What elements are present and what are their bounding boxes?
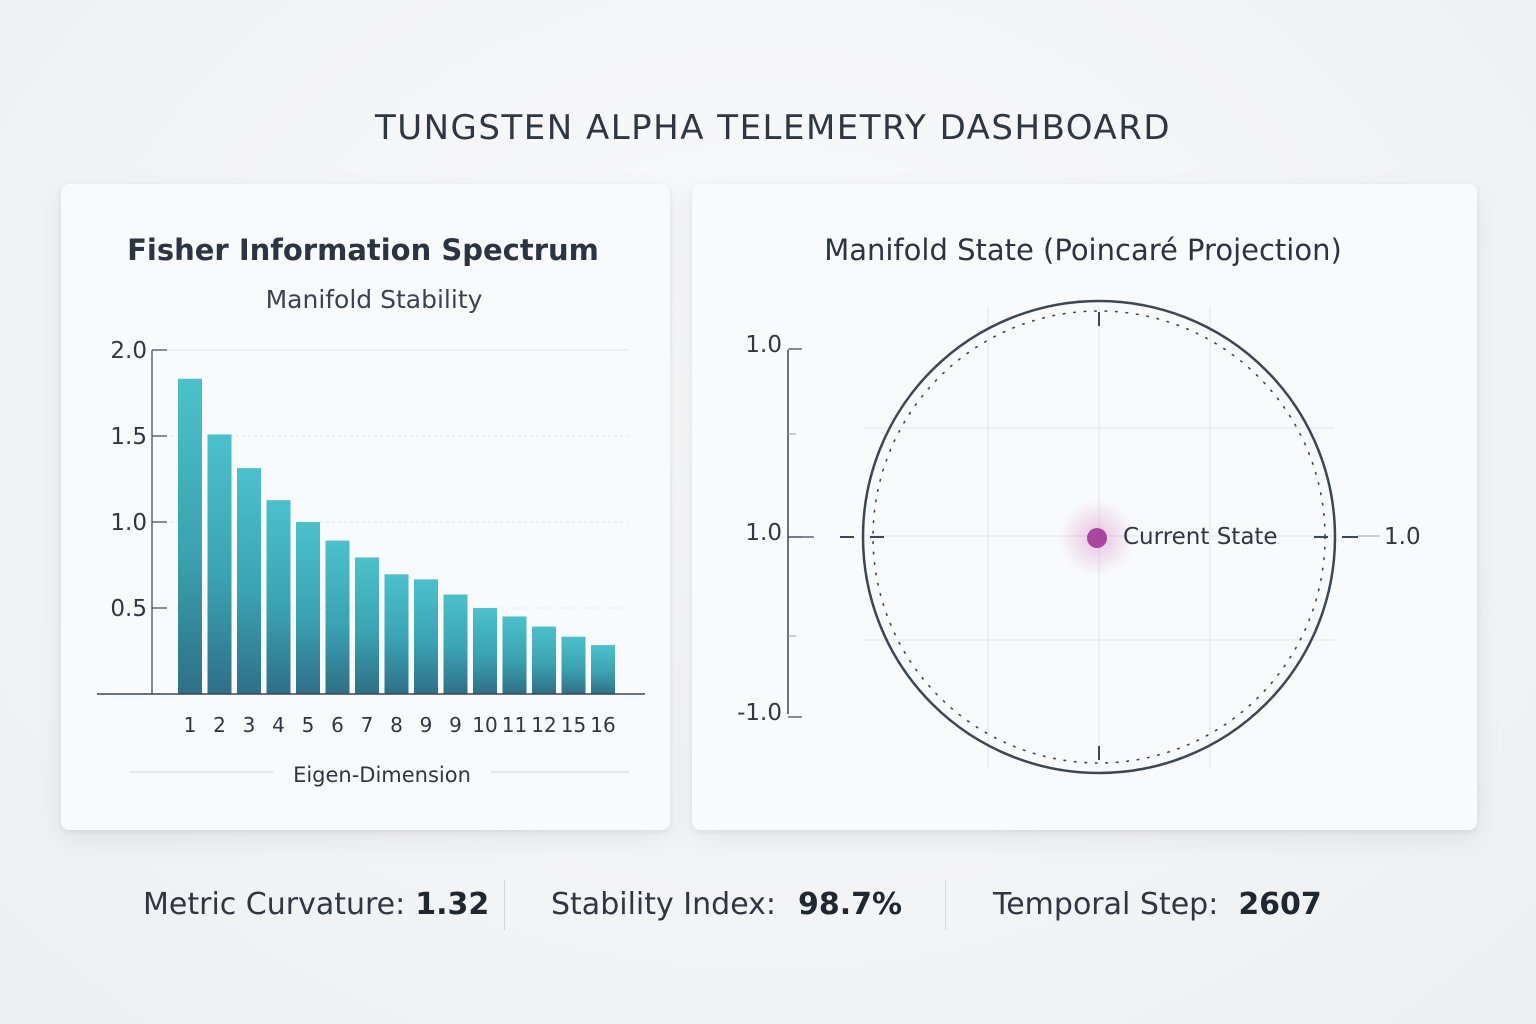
bar — [561, 636, 586, 694]
point-label: Current State — [1123, 524, 1278, 550]
x-axis-label: Eigen-Dimension — [293, 763, 471, 787]
x-tick-label: 10 — [472, 713, 497, 737]
x-tick-label: 6 — [331, 713, 344, 737]
stat-stability-index: Stability Index: 98.7% — [551, 880, 902, 930]
y-tick-label: 0.5 — [110, 596, 147, 622]
bar — [178, 378, 202, 694]
bar — [355, 557, 379, 694]
x-tick-label: 5 — [302, 713, 315, 737]
stat-value: 98.7% — [798, 887, 903, 922]
bar — [207, 434, 232, 694]
stat-value: 1.32 — [415, 887, 490, 922]
x-tick-label: 11 — [502, 713, 527, 737]
bar — [266, 500, 291, 694]
y-tick-label: 1.0 — [745, 332, 782, 358]
y-tick-label: 1.0 — [110, 510, 147, 536]
x-tick-label: 3 — [243, 713, 256, 737]
bar — [591, 645, 615, 694]
fisher-spectrum-chart: Fisher Information Spectrum Manifold Sta… — [97, 233, 645, 787]
bar — [532, 626, 556, 694]
y-tick-label: 1.0 — [745, 520, 782, 546]
x-tick-label: 1 — [184, 713, 197, 737]
bar — [443, 594, 468, 694]
bar — [325, 540, 350, 694]
x-tick-label: 8 — [390, 713, 403, 737]
right-tick-label: 1.0 — [1384, 524, 1421, 550]
x-tick-label: 7 — [361, 713, 374, 737]
y-axis-minor-ticks — [788, 433, 796, 637]
y-tick-label: 2.0 — [110, 338, 147, 364]
stat-label: Stability Index: — [551, 887, 776, 922]
fisher-spectrum-card: Fisher Information Spectrum Manifold Sta… — [61, 184, 670, 830]
bar — [237, 468, 261, 694]
stats-bar: Metric Curvature: 1.32 Stability Index: 98… — [0, 880, 1536, 930]
y-tick-label: 1.5 — [110, 424, 147, 450]
bar — [502, 616, 527, 694]
x-tick-label: 15 — [561, 713, 586, 737]
stat-separator — [945, 880, 946, 930]
disc-ticks — [840, 312, 1358, 760]
x-tick-label: 16 — [590, 713, 615, 737]
x-tick-label: 9 — [420, 713, 433, 737]
bar — [414, 579, 438, 694]
dashboard-title: TUNGSTEN ALPHA TELEMETRY DASHBOARD — [374, 108, 1172, 148]
stat-label: Temporal Step: — [993, 887, 1219, 922]
chart-subtitle: Manifold Stability — [266, 285, 483, 314]
manifold-state-chart: Manifold State (Poincaré Projection) 1.0… — [737, 233, 1421, 775]
stat-temporal-step: Temporal Step: 2607 — [993, 880, 1322, 930]
stat-value: 2607 — [1238, 887, 1322, 922]
bar — [384, 574, 409, 694]
y-tick-label: -1.0 — [737, 700, 782, 726]
x-tick-label: 9 — [449, 713, 462, 737]
manifold-state-card: Manifold State (Poincaré Projection) 1.0… — [692, 184, 1477, 830]
stat-separator — [504, 880, 505, 930]
chart-title: Manifold State (Poincaré Projection) — [824, 233, 1342, 267]
x-tick-label: 2 — [213, 713, 226, 737]
poincare-disc-boundary — [861, 299, 1337, 775]
stat-metric-curvature: Metric Curvature: 1.32 — [143, 880, 489, 930]
bar — [296, 522, 320, 694]
current-state-point — [1087, 528, 1107, 548]
bar — [473, 608, 497, 694]
x-tick-label: 4 — [272, 713, 285, 737]
chart-title: Fisher Information Spectrum — [127, 233, 599, 267]
x-tick-label: 12 — [531, 713, 556, 737]
stat-label: Metric Curvature: — [143, 887, 406, 922]
